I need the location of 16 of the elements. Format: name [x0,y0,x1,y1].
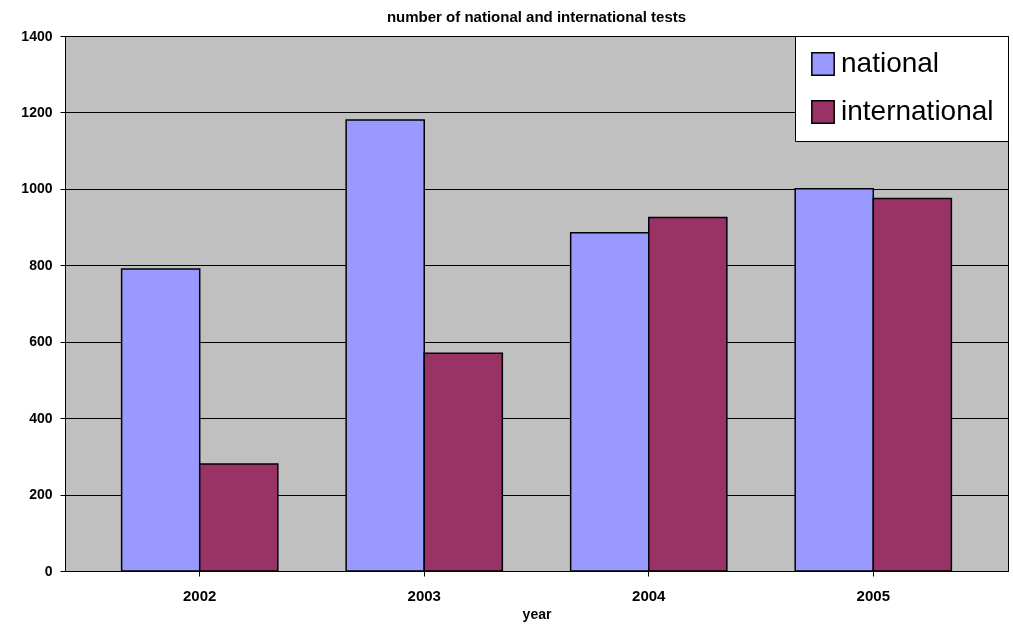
y-tick-label: 600 [29,333,53,350]
x-tick-label: 2005 [856,586,890,604]
y-tick-label: 1400 [21,27,53,44]
y-tick-label: 800 [29,256,53,273]
y-tick-label: 0 [44,562,53,579]
legend-label: international [841,95,994,126]
x-tick-label: 2004 [632,586,667,604]
y-tick-label: 1000 [21,180,53,197]
chart-title: number of national and international tests [386,8,687,25]
x-tick-label: 2002 [183,586,217,604]
y-tick-label: 400 [29,409,53,426]
x-tick-label: 2003 [407,586,441,604]
legend-label: national [841,47,940,78]
x-axis-title: year [522,605,552,622]
y-tick-label: 1200 [21,103,53,120]
y-tick-label: 200 [29,486,53,503]
